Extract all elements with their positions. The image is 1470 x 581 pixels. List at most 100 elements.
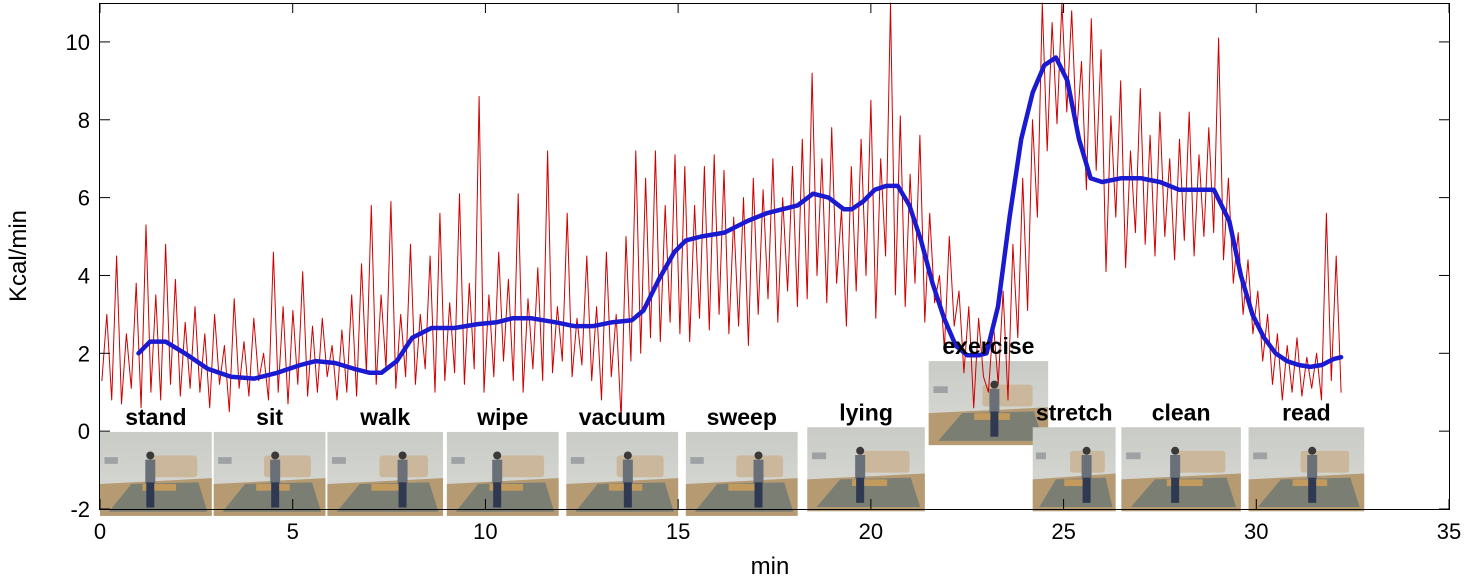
photo-person-body: [989, 388, 1000, 413]
photo-person-legs: [1082, 477, 1091, 503]
photo-person-head: [271, 451, 280, 460]
activity-photo-walk: [327, 431, 444, 516]
activity-labels: stand sit walk wipe vacuum sweep lying exercise…: [125, 333, 1330, 430]
x-axis-label: min: [751, 553, 790, 580]
activity-label-stand: stand: [125, 404, 186, 430]
photo-table: [851, 479, 888, 487]
photo-person-head: [493, 451, 502, 460]
activity-label-clean: clean: [1152, 399, 1211, 425]
activity-photo-stand: [100, 431, 212, 516]
photo-rug: [455, 482, 555, 512]
photo-radiator: [690, 457, 704, 464]
photo-person-body: [1081, 454, 1092, 479]
x-tick-label: 10: [473, 519, 497, 544]
y-tick-label: 10: [66, 30, 90, 55]
x-tick-label: 30: [1244, 519, 1268, 544]
photo-person-legs: [271, 482, 280, 508]
photo-rug: [816, 477, 921, 508]
x-tick-label: 5: [287, 519, 299, 544]
photo-person-legs: [1171, 477, 1180, 503]
photo-person-head: [1308, 446, 1317, 455]
y-tick-label: 8: [78, 108, 90, 133]
activity-label-wipe: wipe: [476, 404, 528, 430]
y-tick-label: 2: [78, 341, 90, 366]
activity-label-sweep: sweep: [707, 404, 777, 430]
photo-radiator: [332, 457, 346, 464]
photo-rug: [1039, 477, 1113, 508]
photo-person-body: [270, 459, 281, 484]
photo-person-legs: [493, 482, 502, 508]
photo-table: [142, 484, 177, 491]
photo-table: [489, 484, 523, 491]
photo-table: [728, 484, 762, 491]
photo-radiator: [570, 457, 585, 464]
photo-person-legs: [623, 482, 632, 508]
activity-images: [100, 361, 1365, 516]
y-tick-label: 4: [78, 263, 90, 288]
photo-radiator: [933, 386, 948, 394]
photo-rug: [108, 482, 208, 512]
photo-person-body: [145, 459, 156, 484]
activity-photo-read: [1248, 427, 1365, 512]
photo-person-head: [754, 451, 763, 460]
photo-table: [1064, 479, 1090, 487]
activity-photo-vacuum: [566, 431, 679, 516]
activity-label-sit: sit: [256, 404, 283, 430]
activity-label-read: read: [1282, 399, 1331, 425]
photo-table: [1166, 479, 1203, 487]
raw-series-line: [101, 2, 1342, 420]
activity-photo-sweep: [685, 431, 798, 516]
photo-sofa: [497, 455, 545, 478]
x-tick-label: 35: [1437, 519, 1461, 544]
activity-photo-wipe: [446, 431, 559, 516]
photo-rug: [1130, 477, 1237, 508]
x-tick-label: 15: [666, 519, 690, 544]
photo-person-body: [397, 459, 408, 484]
photo-radiator: [811, 452, 827, 460]
photo-radiator: [1253, 452, 1268, 460]
photo-person-legs: [398, 482, 407, 508]
photo-person-legs: [990, 411, 999, 437]
photo-person-legs: [1308, 477, 1317, 503]
activity-label-vacuum: vacuum: [579, 404, 666, 430]
photo-person-body: [855, 454, 866, 479]
photo-person-head: [398, 451, 407, 460]
y-tick-label: 6: [78, 186, 90, 211]
photo-sofa: [150, 455, 198, 478]
photo-person-head: [990, 380, 999, 389]
x-tick-label: 20: [859, 519, 883, 544]
smoothed-series-line: [136, 55, 1344, 381]
activity-label-exercise: exercise: [942, 333, 1034, 359]
y-tick-label: -2: [70, 497, 90, 522]
activity-label-lying: lying: [839, 399, 893, 425]
y-tick-label: 0: [78, 419, 90, 444]
x-tick-label: 0: [94, 519, 106, 544]
photo-person-head: [1171, 446, 1180, 455]
photo-radiator: [218, 457, 232, 464]
photo-radiator: [104, 457, 118, 464]
activity-label-stretch: stretch: [1036, 399, 1113, 425]
activity-photo-stretch: [1032, 427, 1116, 512]
photo-person-head: [1082, 446, 1091, 455]
photo-person-head: [856, 446, 865, 455]
photo-sofa: [1175, 450, 1226, 473]
activity-photo-exercise: [928, 361, 1049, 446]
photo-person-body: [492, 459, 503, 484]
photo-person-head: [146, 451, 155, 460]
y-axis-label: Kcal/min: [5, 210, 32, 302]
plot-frame: [99, 3, 1450, 510]
activity-photo-clean: [1121, 427, 1241, 512]
photo-person-body: [1170, 454, 1181, 479]
photo-person-body: [622, 459, 633, 484]
series-layer: [101, 2, 1344, 420]
activity-photo-sit: [213, 431, 326, 516]
photo-person-legs: [146, 482, 155, 508]
x-tick-label: 25: [1051, 519, 1075, 544]
activity-photo-lying: [807, 427, 925, 512]
photo-sofa: [860, 450, 910, 473]
photo-person-head: [623, 451, 632, 460]
photo-radiator: [1036, 452, 1046, 460]
photo-rug: [336, 482, 439, 512]
